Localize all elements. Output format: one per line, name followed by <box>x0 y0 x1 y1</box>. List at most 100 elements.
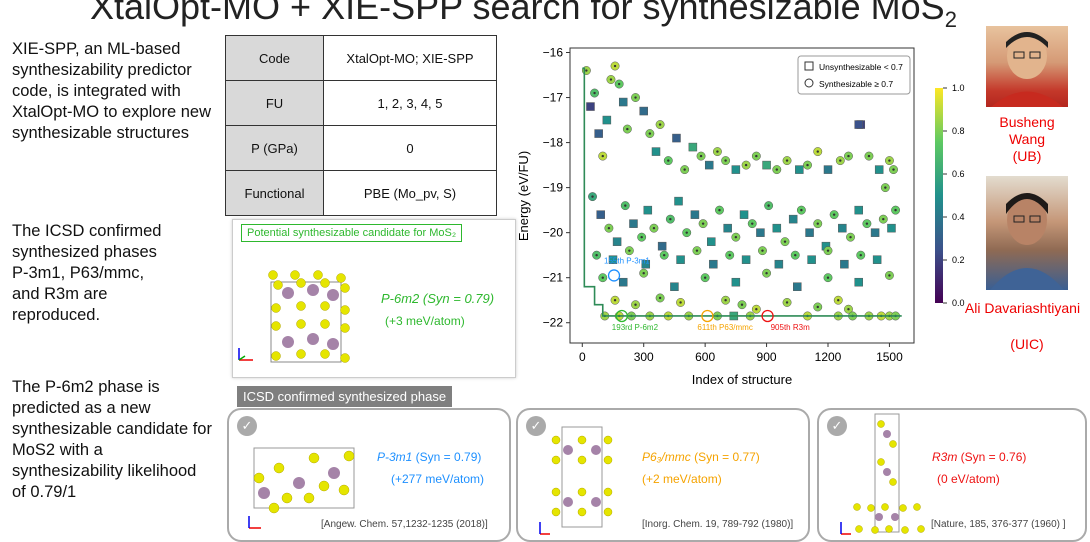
data-point-unsynthesizable <box>643 205 653 215</box>
data-point-unsynthesizable <box>639 106 648 116</box>
data-point-dot <box>800 208 803 212</box>
colorbar-tick-label: 1.0 <box>952 83 965 93</box>
data-point-unsynthesizable <box>823 165 833 174</box>
data-point-dot <box>658 123 662 126</box>
data-point-dot <box>755 308 758 311</box>
intro-paragraph: XIE-SPP, an ML-based synthesizability pr… <box>12 40 211 142</box>
table-row: Functional PBE (Mo_pv, S) <box>225 170 497 216</box>
colorbar-tick-label: 0.4 <box>952 212 965 222</box>
table-value: 1, 2, 3, 4, 5 <box>323 80 497 126</box>
data-point-dot <box>595 253 598 257</box>
data-point-unsynthesizable <box>741 255 751 264</box>
data-point-unsynthesizable <box>807 255 816 264</box>
phase-reference: [Angew. Chem. 57,1232-1235 (2018)] <box>321 519 488 530</box>
phase-card-r3m: ✓ R3m (Syn = 0.76) (0 eV/atom) [Nature, … <box>817 408 1087 542</box>
data-point-dot <box>751 222 754 225</box>
candidate-label: Potential synthesizable candidate for Mo… <box>241 224 463 242</box>
data-point-dot <box>601 276 604 279</box>
data-point-dot <box>662 253 666 257</box>
table-row: Code XtalOpt-MO; XIE-SPP <box>225 35 497 81</box>
data-point-dot <box>699 154 703 158</box>
icsd-paragraph-a: The ICSD confirmed synthesized phases <box>12 222 162 261</box>
data-point-unsynthesizable <box>629 219 638 228</box>
data-point-dot <box>839 159 842 162</box>
person-name: Busheng Wang <box>999 114 1055 147</box>
data-point-dot <box>658 296 662 300</box>
legend-entry: Unsynthesizable < 0.7 <box>819 62 903 72</box>
data-point-unsynthesizable <box>793 282 802 291</box>
data-point-unsynthesizable <box>795 165 804 174</box>
data-point-unsynthesizable <box>723 223 732 233</box>
table-value: PBE (Mo_pv, S) <box>323 170 497 216</box>
colorbar-tick-label: 0.8 <box>952 126 965 136</box>
phase-syn: (Syn = 0.77) <box>690 450 760 464</box>
phase-reference: [Nature, 185, 376-377 (1960) ] <box>931 519 1066 530</box>
data-point-unsynthesizable <box>690 210 700 219</box>
data-point-unsynthesizable <box>739 210 749 219</box>
annotation-label: 155th P-3m1 <box>604 256 650 265</box>
phase-energy: (0 eV/atom) <box>937 472 1000 486</box>
r3m-structure-image <box>840 413 925 535</box>
data-point-unsynthesizable <box>838 223 847 233</box>
data-point-dot <box>591 195 594 198</box>
phase-syn: (Syn = 0.79) <box>412 450 482 464</box>
data-point-unsynthesizable <box>586 102 595 111</box>
data-point-unsynthesizable <box>707 237 716 246</box>
x-tick-label: 300 <box>634 350 654 364</box>
data-point-dot <box>775 168 779 171</box>
annotation-label: 905th R3m <box>771 323 810 332</box>
data-point-dot <box>837 299 840 302</box>
data-point-dot <box>613 299 617 302</box>
data-point-dot <box>617 82 621 86</box>
data-point-unsynthesizable <box>872 255 882 264</box>
data-point-unsynthesizable <box>805 228 814 237</box>
phase-energy: (+2 meV/atom) <box>642 472 722 486</box>
data-point-unsynthesizable <box>756 228 765 237</box>
plot-frame <box>569 47 915 344</box>
data-point-unsynthesizable <box>854 277 863 287</box>
annotation-marker <box>607 269 621 282</box>
data-point-unsynthesizable <box>854 120 863 129</box>
data-point-dot <box>724 159 727 162</box>
phase-energy: (+277 meV/atom) <box>391 472 485 486</box>
data-point-unsynthesizable <box>618 97 628 107</box>
x-tick-label: 0 <box>579 350 586 364</box>
table-key: FU <box>225 80 324 126</box>
annotation-label: 611th P63/mmc <box>697 323 752 332</box>
table-value: 0 <box>323 125 497 171</box>
data-point-dot <box>607 226 611 230</box>
phase-name: P6₃/mmc <box>642 450 691 464</box>
table-value: XtalOpt-MO; XIE-SPP <box>323 35 497 81</box>
legend-entry: Synthesizable ≥ 0.7 <box>819 79 893 89</box>
table-row: P (GPa) 0 <box>225 125 497 171</box>
energy-scatter-chart: 155th P-3m1 193rd P-6m2 611th P63/mmc 905th… <box>516 46 965 387</box>
person-photo-ali-davariashtiyani <box>986 176 1068 290</box>
data-point-unsynthesizable <box>651 147 661 156</box>
data-point-dot <box>685 231 688 234</box>
data-point-unsynthesizable <box>762 160 771 170</box>
data-point-dot <box>888 274 891 277</box>
data-point-unsynthesizable <box>688 142 698 152</box>
data-point-dot <box>794 253 797 257</box>
data-point-dot <box>847 308 850 311</box>
data-point-unsynthesizable <box>602 115 612 125</box>
check-icon: ✓ <box>827 416 847 436</box>
data-point-dot <box>865 222 869 225</box>
candidate-energy: (+3 meV/atom) <box>385 314 465 328</box>
table-key: P (GPa) <box>225 125 324 171</box>
phase-card-p3m1: ✓ P-3m1 (Syn = 0.79) (+277 meV/atom) [An… <box>227 408 511 542</box>
phase-syn: (Syn = 0.76) <box>957 450 1027 464</box>
y-tick-label: −16 <box>543 46 564 60</box>
data-point-dot <box>624 204 627 207</box>
chart-legend: Unsynthesizable < 0.7 Synthesizable ≥ 0.… <box>797 55 911 95</box>
data-point-dot <box>867 154 871 158</box>
data-point-dot <box>859 253 862 257</box>
p63mmc-structure-image <box>539 426 613 535</box>
prediction-paragraph-a: The P-6m2 phase is predicted as a new sy… <box>12 378 212 459</box>
icsd-paragraph-phases: P-3m1, P63/mmc, and R3m <box>12 264 145 303</box>
data-point-dot <box>724 299 727 302</box>
data-point-dot <box>640 235 643 239</box>
data-point-unsynthesizable <box>608 255 618 264</box>
data-point-dot <box>601 154 604 158</box>
prediction-paragraph: The P-6m2 phase is predicted as a new sy… <box>12 377 212 503</box>
